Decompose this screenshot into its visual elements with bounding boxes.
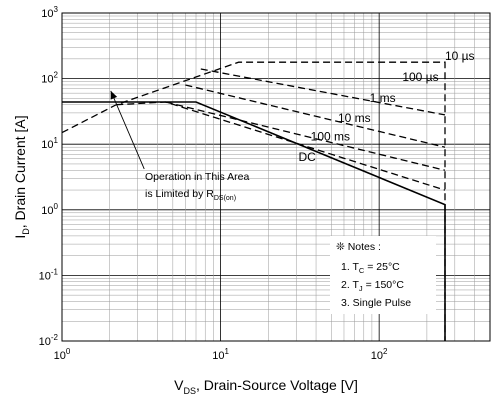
curve-label: DC: [298, 150, 316, 164]
y-tick-label: 102: [41, 71, 58, 86]
x-tick-label: 101: [212, 347, 229, 362]
curve-labels: 10 µs 100 µs 1 ms 10 ms 100 ms DC: [298, 49, 474, 164]
y-tick-label: 101: [41, 136, 58, 151]
notes-item: 2. TJ = 150°C: [341, 279, 404, 293]
y-tick-label: 10-1: [39, 267, 59, 282]
y-axis-label: ID, Drain Current [A]: [12, 115, 31, 238]
y-tick-label: 100: [41, 202, 58, 217]
x-tick-label: 102: [371, 347, 388, 362]
notes-item: 1. TC = 25°C: [341, 261, 400, 275]
annotation-line-1: Operation in This Area: [145, 171, 249, 183]
curve-label: 1 ms: [370, 91, 396, 105]
curve-label: 100 µs: [402, 70, 438, 84]
curve-label: 10 ms: [338, 111, 371, 125]
curve-label: 100 ms: [311, 130, 350, 144]
y-tick-label: 10-2: [39, 333, 59, 348]
curve-label: 10 µs: [445, 49, 475, 63]
x-tick-label: 100: [54, 347, 71, 362]
notes-title: ❊ Notes :: [336, 241, 381, 253]
y-tick-label: 103: [41, 5, 58, 20]
x-axis-label: VDS, Drain-Source Voltage [V]: [174, 377, 358, 396]
notes-item: 3. Single Pulse: [341, 297, 411, 309]
notes-box: ❊ Notes : 1. TC = 25°C 2. TJ = 150°C 3. Sin…: [330, 236, 436, 314]
